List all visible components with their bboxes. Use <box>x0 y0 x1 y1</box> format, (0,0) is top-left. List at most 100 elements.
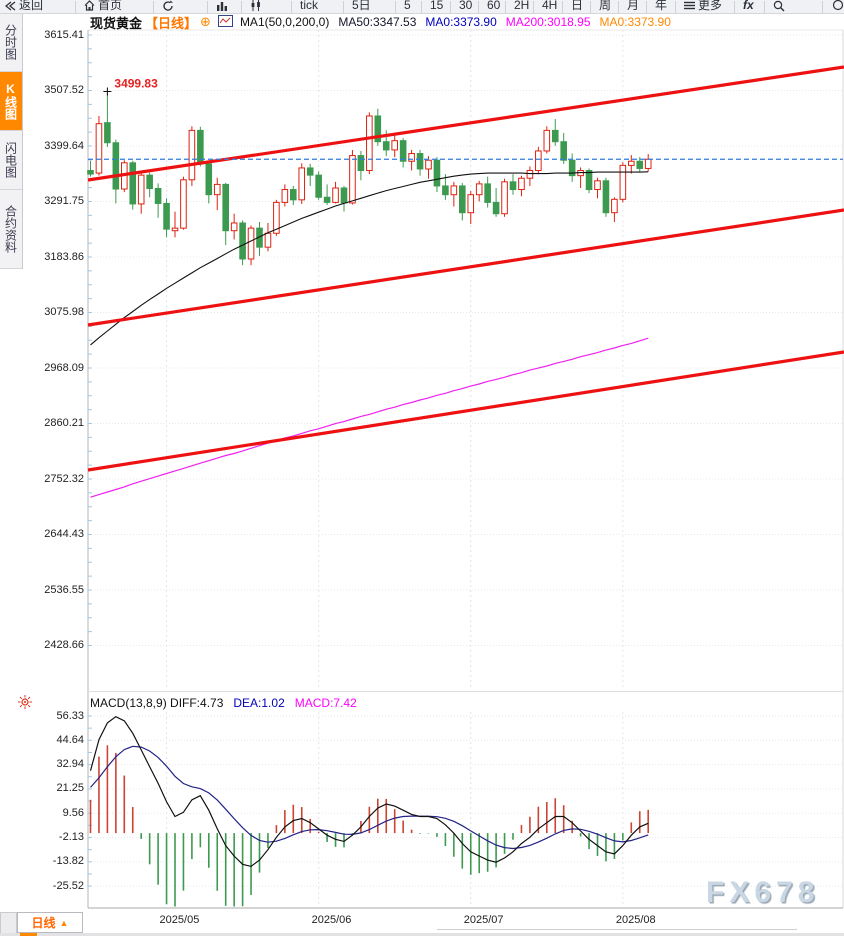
toolbar-separator <box>675 1 676 13</box>
candle-body <box>340 187 348 204</box>
candle-body <box>129 162 137 205</box>
toolbar-item-refresh[interactable] <box>162 0 174 13</box>
candle-body <box>459 185 466 214</box>
toolbar-item-search[interactable] <box>773 0 785 13</box>
toolbar-item-label: 15 <box>430 0 444 12</box>
toolbar-separator <box>395 1 396 13</box>
y-axis-label: -25.52 <box>52 879 84 892</box>
toolbar-item-label: 日 <box>571 0 584 12</box>
toolbar-item-more[interactable]: 更多 <box>684 0 722 13</box>
toolbar-item-5d[interactable]: 5日 <box>352 0 371 13</box>
x-axis-label: 2025/05 <box>159 914 200 926</box>
trendline[interactable] <box>87 350 844 472</box>
candle-body <box>442 185 449 196</box>
y-axis-label: 2536.55 <box>44 583 84 596</box>
candle-body <box>568 159 576 177</box>
toolbar-item-label: 30 <box>459 0 473 12</box>
candle-body <box>425 159 432 170</box>
indicator-settings-icon[interactable] <box>17 694 33 715</box>
toolbar-separator <box>153 1 154 13</box>
toolbar-separator <box>343 1 344 13</box>
toolbar-item-day[interactable]: 日 <box>571 0 583 13</box>
candle-body <box>230 222 238 232</box>
candle-body <box>171 227 179 232</box>
y-axis-label: 56.33 <box>56 709 84 722</box>
toolbar-item-5[interactable]: 5 <box>404 0 411 13</box>
macd-value: MACD:7.42 <box>294 696 357 710</box>
y-axis-label: -2.13 <box>58 831 84 844</box>
toolbar-item-label: 年 <box>655 0 668 12</box>
candle-body <box>290 189 297 201</box>
toolbar-item-week[interactable]: 周 <box>599 0 611 13</box>
toolbar-item-tick[interactable]: tick <box>300 0 318 13</box>
ma-value: MA50:3347.53 <box>338 15 417 29</box>
toolbar-item-fx[interactable]: fx <box>743 0 754 13</box>
toolbar-item-home[interactable]: 首页 <box>84 0 122 13</box>
trendline[interactable] <box>87 65 844 182</box>
candle-body <box>526 170 534 179</box>
y-axis-label: 3291.75 <box>44 195 84 207</box>
candle-body <box>484 183 491 203</box>
candle-body <box>87 170 94 175</box>
toolbar-item-chart-type[interactable] <box>216 0 228 13</box>
toolbar-item-month[interactable]: 月 <box>627 0 639 13</box>
candle-body <box>273 201 280 234</box>
toolbar-separator <box>562 1 563 13</box>
sidebar-tab-3[interactable]: 闪电图 <box>0 131 22 190</box>
sidebar-tab-1[interactable]: 分时图 <box>0 13 22 72</box>
toolbar-item-2h[interactable]: 2H <box>514 0 529 13</box>
high-annotation-label: 3499.83 <box>114 76 158 90</box>
high-marker-cross <box>103 87 112 96</box>
sidebar-tab-2[interactable]: K线图 <box>0 72 22 131</box>
add-indicator-button[interactable]: ⊕ <box>200 14 211 29</box>
y-axis-label: 3075.98 <box>44 306 84 318</box>
period-tab-daily[interactable]: 日线 ▲ <box>17 912 83 933</box>
candle-body <box>281 189 289 203</box>
bottom-scrollbar-thumb[interactable] <box>20 933 37 936</box>
ma-value: MA1(50,0,200,0) <box>239 15 330 29</box>
candle-body <box>543 129 551 152</box>
ma-settings-icon[interactable] <box>217 14 233 30</box>
period-tag: 【日线】 <box>145 15 198 31</box>
y-axis-label: 32.94 <box>56 758 84 771</box>
toolbar-item-60[interactable]: 60 <box>487 0 500 13</box>
candle-body <box>357 155 365 172</box>
bottom-scroll-track[interactable] <box>437 929 797 930</box>
toolbar-separator <box>764 1 765 13</box>
bottom-scrollbar[interactable] <box>0 933 844 936</box>
toolbar-item-indicators[interactable] <box>250 0 262 13</box>
symbol-name: 现货黄金 <box>90 15 143 31</box>
toolbar-item-4h[interactable]: 4H <box>542 0 557 13</box>
toolbar-separator <box>421 1 422 13</box>
toolbar-item-label: 5 <box>404 0 411 12</box>
toolbar-item-back[interactable]: 返回 <box>5 0 43 13</box>
toolbar-item-search-edge[interactable] <box>831 0 844 13</box>
x-axis-label: 2025/06 <box>311 914 352 926</box>
toolbar-item-label: 5日 <box>352 0 371 12</box>
candle-body <box>585 170 593 191</box>
x-axis-label: 2025/08 <box>615 914 656 926</box>
y-axis-label: 2752.32 <box>44 472 84 485</box>
candle-body <box>535 150 542 172</box>
toolbar-item-15[interactable]: 15 <box>430 0 443 13</box>
candle-body <box>551 129 559 143</box>
y-axis-label: 3615.41 <box>44 28 84 41</box>
sidebar-tab-4[interactable]: 合约资料 <box>0 190 22 269</box>
candle-body <box>594 180 601 191</box>
candle-body <box>374 115 382 143</box>
macd-dea-line <box>90 745 649 850</box>
y-axis-label: 3399.64 <box>44 139 84 152</box>
watermark: FX678 <box>706 876 820 909</box>
toolbar-separator <box>207 1 208 13</box>
toolbar-item-label: 60 <box>487 0 501 12</box>
toolbar-item-30[interactable]: 30 <box>459 0 472 13</box>
trendline[interactable] <box>87 208 844 327</box>
toolbar-separator <box>618 1 619 13</box>
menu-icon <box>684 1 695 10</box>
toolbar-item-label: 返回 <box>19 0 44 12</box>
candle-body <box>323 196 331 203</box>
chart-legend: 现货黄金 【日线】 ⊕ MA1(50,0,200,0) MA50:3347.53 M… <box>90 13 671 31</box>
toolbar-separator <box>450 1 451 13</box>
toolbar-item-year[interactable]: 年 <box>655 0 667 13</box>
